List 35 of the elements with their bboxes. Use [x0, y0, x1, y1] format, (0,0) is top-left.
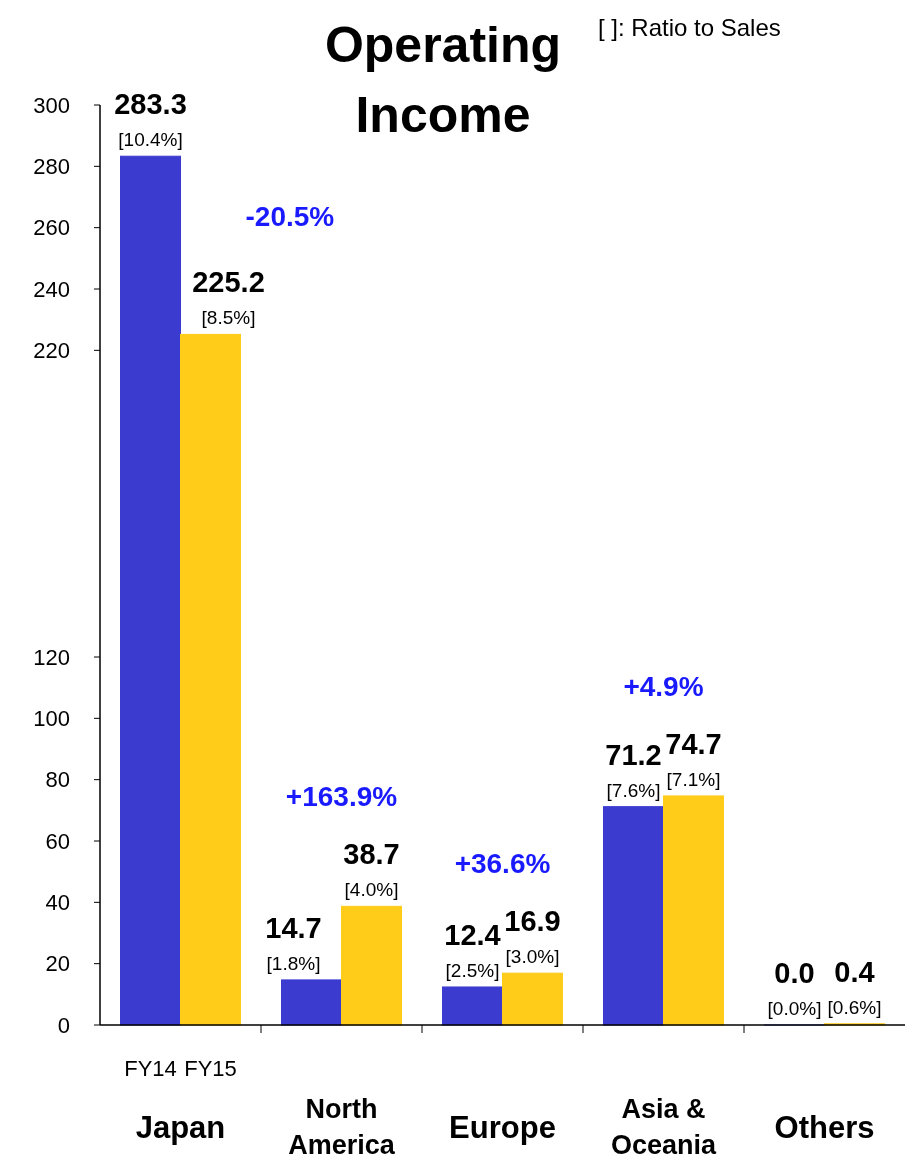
data-label: 12.4 [2.5%]	[444, 918, 501, 981]
annotation: +163.9%	[285, 781, 398, 813]
series-label: FY15	[184, 1056, 237, 1081]
y-tick-label: 300	[33, 92, 70, 118]
y-tick-label: 100	[33, 706, 70, 732]
y-tick-label: 0	[57, 1012, 70, 1038]
x-tick-label: Asia & Oceania	[610, 1094, 718, 1159]
y-tick-label: 220	[33, 338, 70, 364]
annotation: +36.6%	[454, 847, 551, 879]
x-tick-label: North America	[288, 1094, 396, 1159]
x-tick-label: Europe	[449, 1110, 556, 1145]
y-tick-label: 80	[45, 767, 70, 793]
x-tick-label: Others	[774, 1110, 875, 1145]
data-label: 283.3 [10.4%]	[114, 88, 187, 151]
data-label: 71.2 [7.6%]	[605, 738, 662, 801]
y-tick-label: 20	[45, 951, 70, 977]
annotation: -20.5%	[245, 201, 335, 233]
y-tick-label: 60	[45, 828, 70, 854]
y-tick-label: 40	[45, 890, 70, 916]
y-tick-label: 240	[33, 276, 70, 302]
data-label: 16.9 [3.0%]	[504, 905, 561, 968]
y-tick-label: 120	[33, 644, 70, 670]
data-label: 225.2 [8.5%]	[192, 266, 265, 329]
data-label: 14.7 [1.8%]	[265, 911, 322, 974]
annotation: +4.9%	[623, 670, 704, 702]
data-label: 38.7 [4.0%]	[343, 838, 400, 901]
series-label: FY14	[124, 1056, 177, 1081]
chart-title: Operating Income	[324, 17, 562, 143]
x-tick-label: Japan	[135, 1110, 226, 1145]
data-label: 0.0 [0.0%]	[767, 957, 822, 1019]
text: [ ]: Ratio to Sales	[598, 14, 781, 41]
data-label: 74.7 [7.1%]	[665, 727, 722, 790]
y-tick-label: 280	[33, 154, 70, 180]
y-tick-label: 260	[33, 215, 70, 241]
data-label: 0.4 [0.6%]	[827, 955, 882, 1018]
